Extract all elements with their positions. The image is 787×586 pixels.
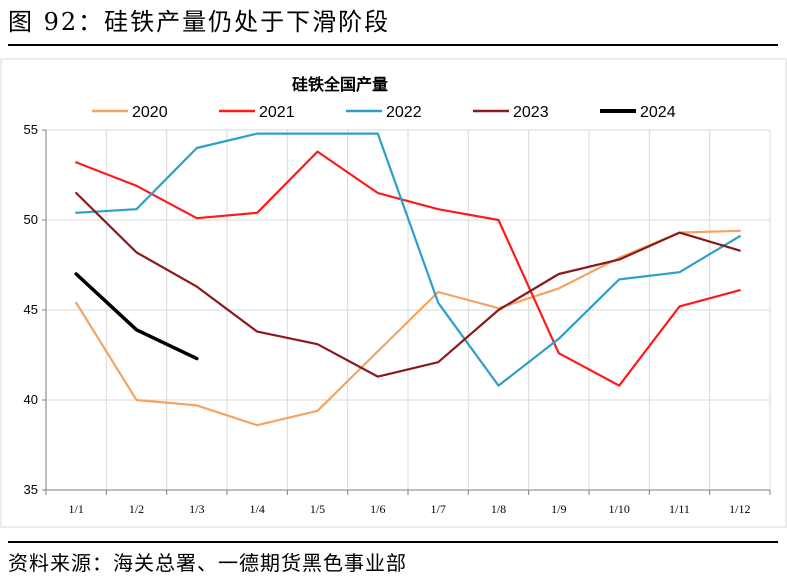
axes: 35 40 45 50 55 1/1 1/2 1/3 1/4 1/5 1/6 1/7 1/8 1/9 1/1…: [24, 122, 771, 516]
production-line-chart: 硅铁全国产量 35 40 45 50 55 1/1 1/2 1/3 1/4 1/5 1/6 1/7 1/…: [0, 58, 787, 528]
x-tick-label: 1/10: [608, 502, 629, 516]
y-tick-label: 45: [24, 302, 38, 317]
x-tick-label: 1/1: [68, 502, 83, 516]
legend-label-2024: 2024: [640, 104, 676, 121]
x-tick-label: 1/6: [370, 502, 385, 516]
figure-title: 图 92：硅铁产量仍处于下滑阶段: [8, 8, 391, 36]
chart-title: 硅铁全国产量: [292, 75, 388, 94]
series-line-2020: [75, 229, 741, 427]
x-tick-label: 1/5: [310, 502, 325, 516]
x-tick-label: 1/12: [729, 502, 750, 516]
x-tick-label: 1/9: [551, 502, 566, 516]
source-note: 资料来源：海关总署、一德期货黑色事业部: [8, 551, 407, 575]
series-line-2023: [75, 191, 741, 378]
x-tick-label: 1/3: [189, 502, 204, 516]
legend-label-2020: 2020: [132, 104, 168, 121]
y-tick-label: 50: [24, 212, 38, 227]
x-tick-label: 1/2: [129, 502, 144, 516]
chart-frame: [0, 58, 787, 528]
y-tick-label: 35: [24, 482, 38, 497]
x-tick-label: 1/4: [249, 502, 264, 516]
series-line-2022: [75, 132, 741, 387]
source-rule: [8, 541, 778, 543]
legend-label-2023: 2023: [513, 104, 549, 121]
x-tick-label: 1/8: [491, 502, 506, 516]
y-tick-label: 40: [24, 392, 38, 407]
y-tick-label: 55: [24, 122, 38, 137]
series-line-2021: [75, 150, 741, 387]
title-rule: [8, 44, 778, 46]
x-tick-label: 1/11: [669, 502, 690, 516]
legend-label-2021: 2021: [259, 104, 295, 121]
x-tick-label: 1/7: [430, 502, 445, 516]
series-lines: [74, 132, 741, 427]
legend-label-2022: 2022: [386, 104, 422, 121]
legend: 2020 2021 2022 2023 2024: [92, 104, 676, 121]
grid-lines: [46, 129, 771, 490]
